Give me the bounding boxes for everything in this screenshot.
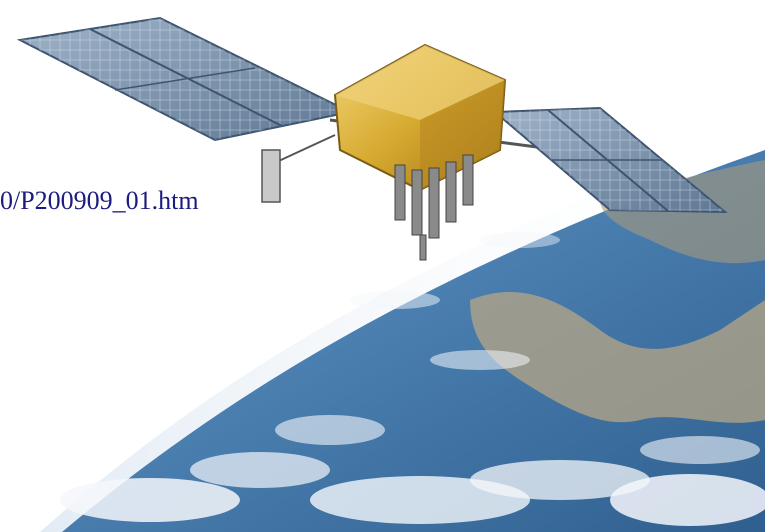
url-link-text[interactable]: 0/P200909_01.htm xyxy=(0,188,199,214)
satellite-body xyxy=(335,45,505,190)
instrument-pod xyxy=(262,135,335,202)
solar-panel-left xyxy=(20,18,350,140)
